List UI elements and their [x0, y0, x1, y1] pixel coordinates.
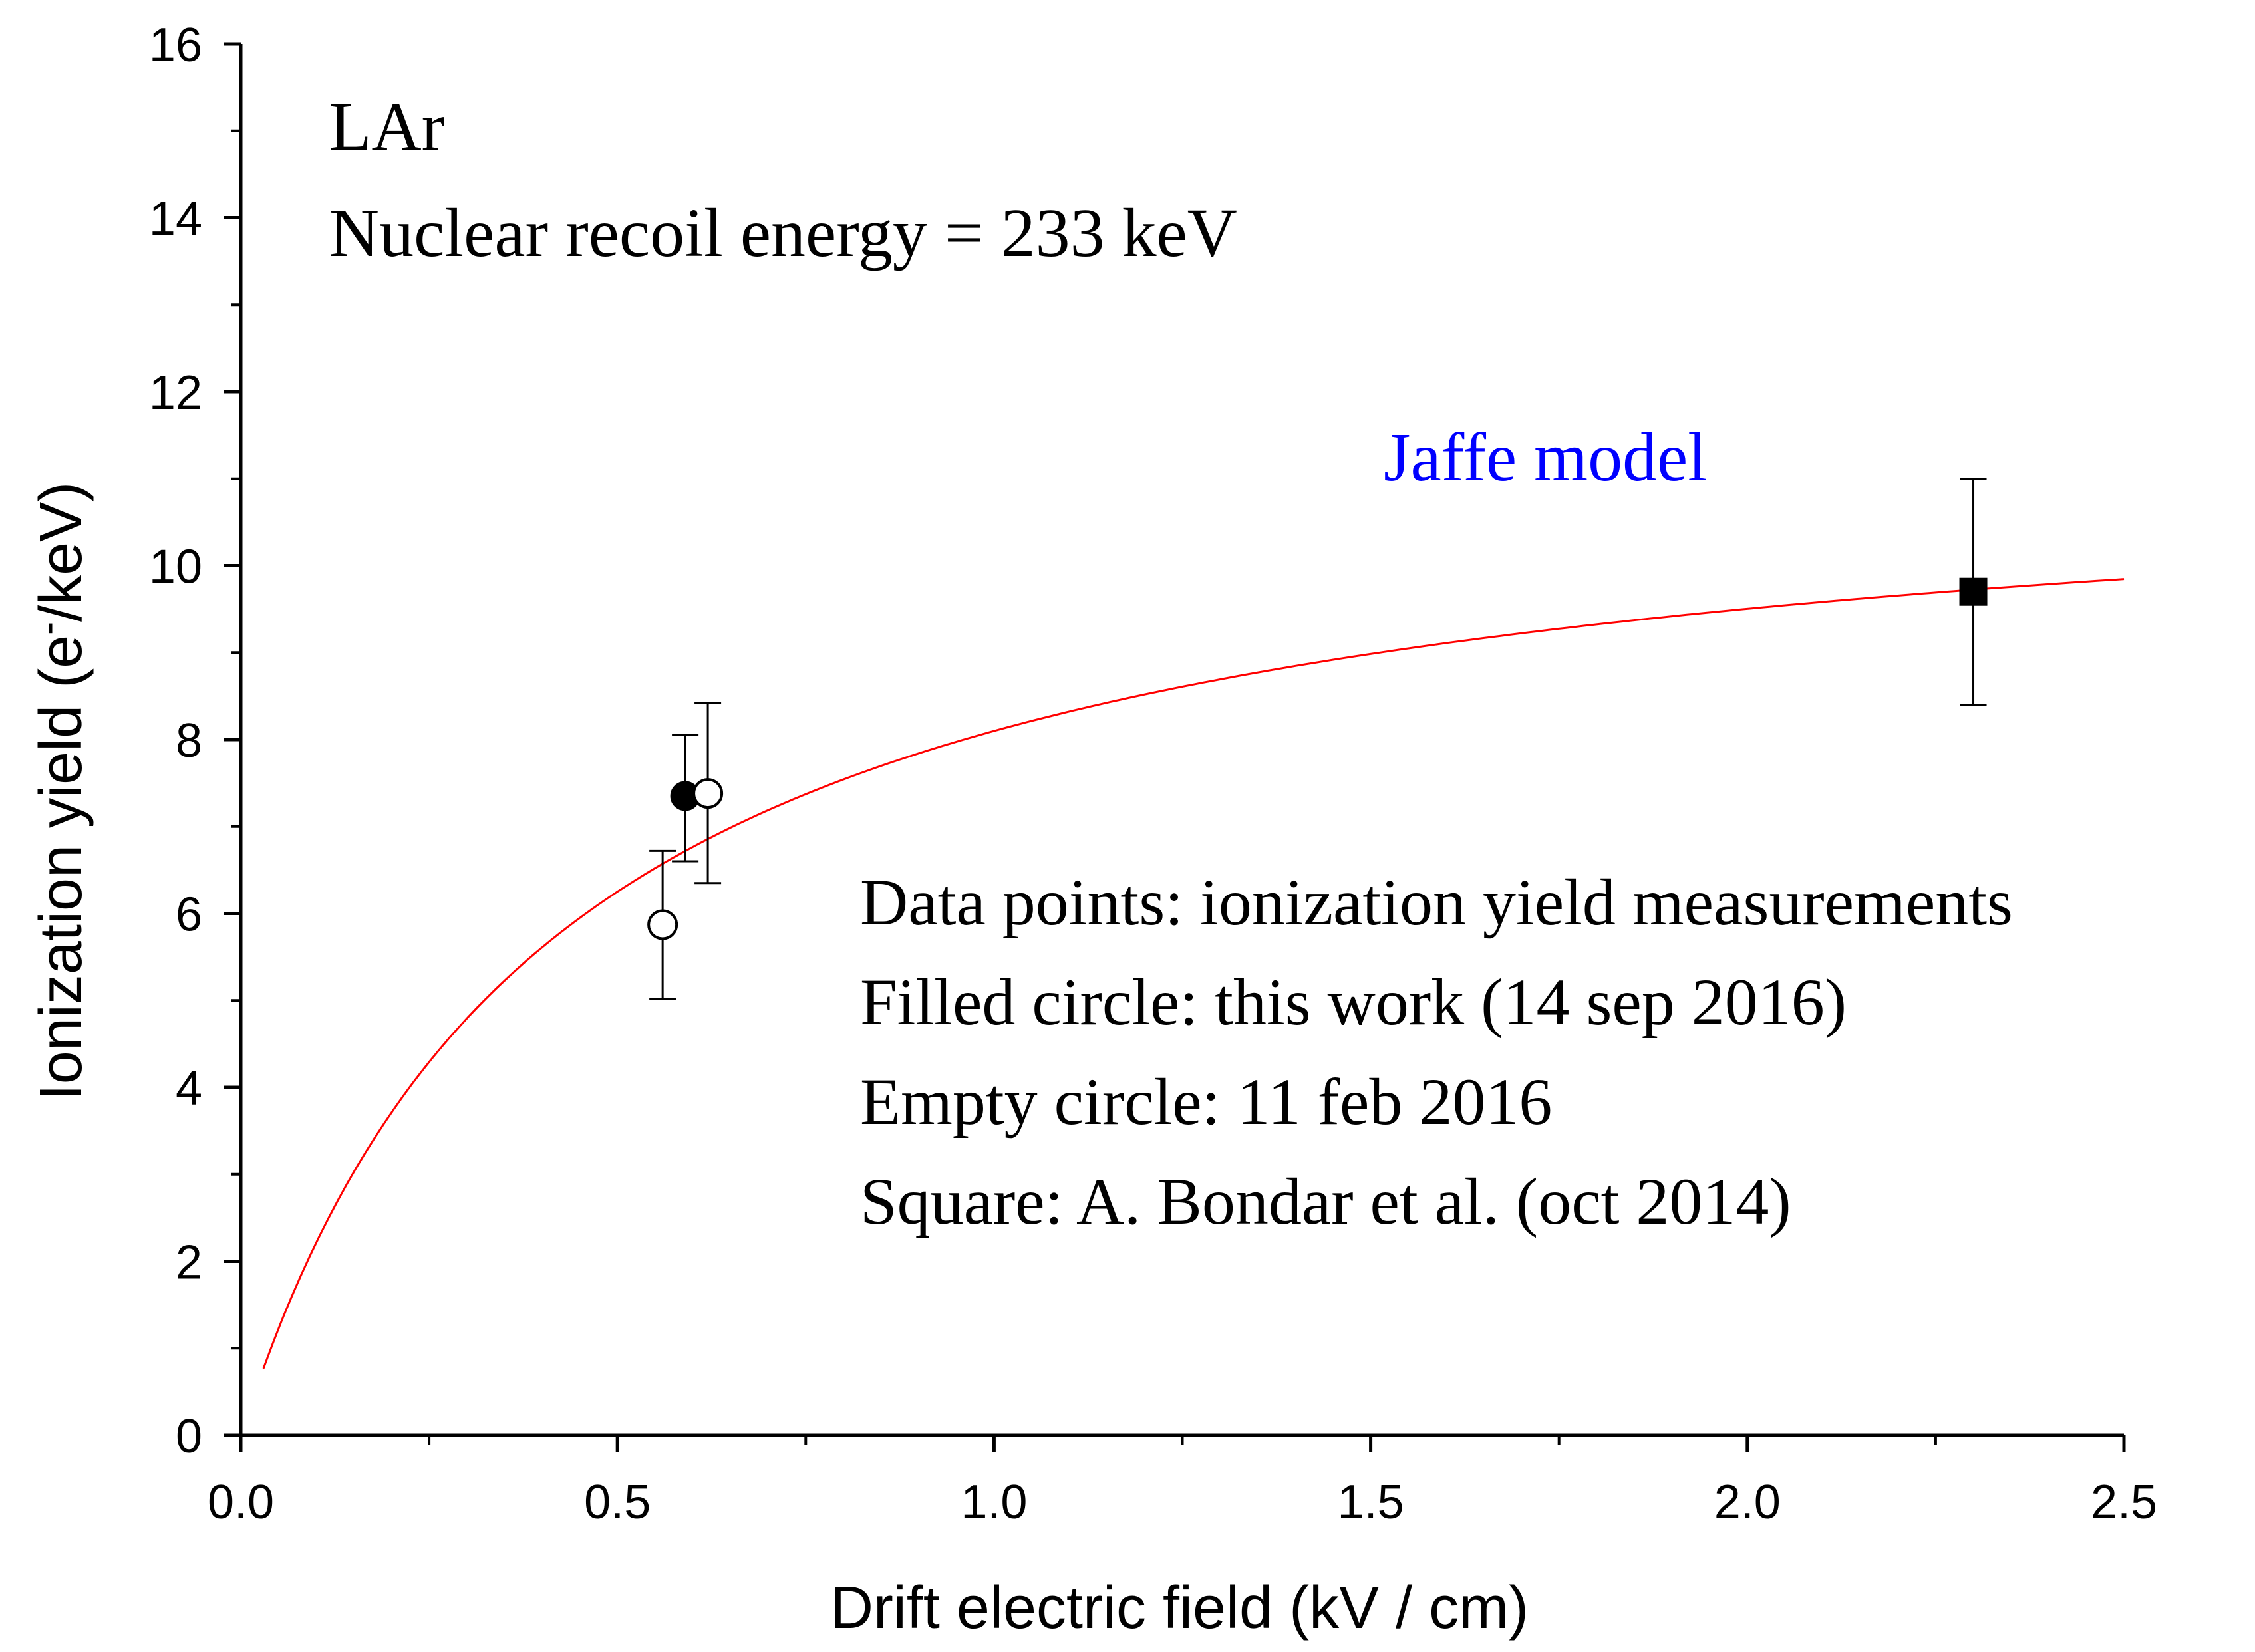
annotation-energy: Nuclear recoil energy = 233 keV	[329, 195, 1237, 271]
data-points-layer	[647, 478, 1988, 1000]
filled-square-marker	[1959, 577, 1988, 606]
y-tick-label: 10	[149, 541, 202, 594]
annotation-medium: LAr	[329, 88, 444, 165]
x-tick-label: 1.0	[961, 1476, 1027, 1529]
legend-line-square: Square: A. Bondar et al. (oct 2014)	[860, 1165, 1791, 1238]
y-tick-label: 12	[149, 366, 202, 420]
y-axis-label: Ionization yield (e-/keV)	[25, 482, 94, 1101]
y-axis-label-sup: -	[25, 622, 70, 635]
model-curve-layer	[262, 578, 2125, 1369]
y-tick-label: 0	[176, 1410, 202, 1463]
x-tick-label: 2.5	[2091, 1476, 2157, 1529]
legend-line-data-points: Data points: ionization yield measuremen…	[860, 865, 2013, 939]
y-axis-label-main: Ionization yield (e	[28, 635, 94, 1101]
ticks: 0.0 0.5 1.0 1.5 2.0 2.5 0 2 4 6 8 10 12 14 16	[149, 19, 2157, 1529]
y-tick-label: 4	[176, 1062, 202, 1115]
y-tick-label: 14	[149, 193, 202, 246]
x-tick-label: 1.5	[1338, 1476, 1404, 1529]
y-tick-label: 16	[149, 19, 202, 72]
x-tick-label: 2.0	[1714, 1476, 1781, 1529]
x-axis-label: Drift electric field (kV / cm)	[830, 1575, 1529, 1641]
jaffe-model-curve	[262, 578, 2125, 1369]
empty-circle-marker	[692, 778, 724, 809]
y-tick-label: 6	[176, 889, 202, 942]
annotation-model: Jaffe model	[1384, 419, 1707, 495]
y-axis-label-tail: /keV)	[28, 482, 94, 622]
legend-line-filled-circle: Filled circle: this work (14 sep 2016)	[860, 965, 1847, 1039]
x-tick-label: 0.0	[208, 1476, 274, 1529]
legend-line-empty-circle: Empty circle: 11 feb 2016	[860, 1065, 1552, 1139]
empty-circle-marker	[647, 909, 678, 940]
y-tick-label: 8	[176, 714, 202, 767]
y-tick-label: 2	[176, 1236, 202, 1290]
x-tick-label: 0.5	[584, 1476, 651, 1529]
